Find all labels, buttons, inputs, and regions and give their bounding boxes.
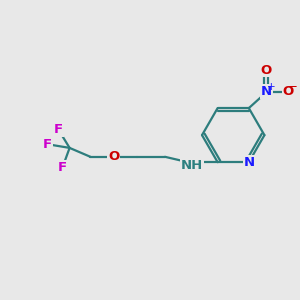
Text: F: F bbox=[43, 138, 52, 152]
Text: F: F bbox=[54, 123, 63, 136]
Text: −: − bbox=[288, 80, 298, 93]
Text: +: + bbox=[266, 82, 275, 92]
Text: O: O bbox=[282, 85, 294, 98]
Text: F: F bbox=[58, 161, 67, 174]
Text: NH: NH bbox=[181, 159, 203, 172]
Text: O: O bbox=[108, 150, 119, 163]
Text: N: N bbox=[244, 156, 255, 169]
Text: N: N bbox=[260, 85, 272, 98]
Text: O: O bbox=[260, 64, 272, 76]
